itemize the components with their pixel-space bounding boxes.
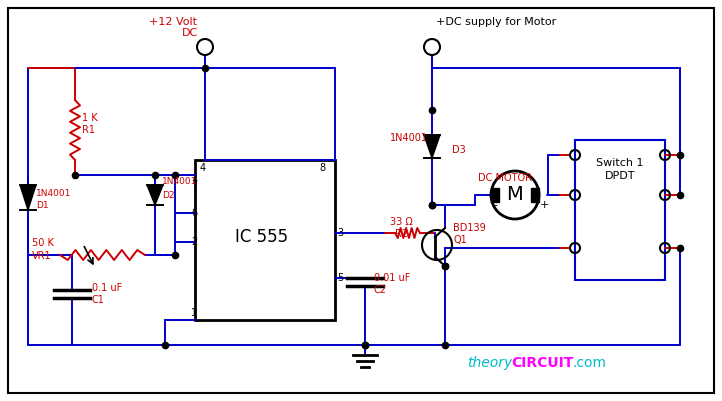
Text: DC: DC bbox=[182, 28, 198, 38]
Text: D1: D1 bbox=[36, 200, 48, 209]
Text: 7: 7 bbox=[191, 180, 197, 190]
Bar bbox=[575, 140, 665, 280]
Text: +DC supply for Motor: +DC supply for Motor bbox=[436, 17, 556, 27]
Polygon shape bbox=[20, 185, 36, 210]
Bar bbox=[491, 188, 499, 202]
Text: 1 K: 1 K bbox=[82, 113, 97, 123]
Text: 50 K: 50 K bbox=[32, 238, 54, 248]
Text: M: M bbox=[507, 186, 523, 205]
Text: Q1: Q1 bbox=[453, 235, 466, 245]
Text: Switch 1: Switch 1 bbox=[596, 158, 644, 168]
Text: 1N4001: 1N4001 bbox=[162, 178, 197, 186]
Text: 33 Ω: 33 Ω bbox=[390, 217, 413, 227]
Text: 0.01 uF: 0.01 uF bbox=[374, 273, 410, 283]
Text: C1: C1 bbox=[92, 295, 105, 305]
Text: theory: theory bbox=[467, 356, 512, 370]
Text: 6: 6 bbox=[191, 208, 197, 218]
Text: R2: R2 bbox=[395, 229, 408, 239]
Text: 2: 2 bbox=[191, 237, 197, 247]
Text: C2: C2 bbox=[374, 285, 387, 295]
Text: 5: 5 bbox=[337, 273, 343, 283]
Text: CIRCUIT: CIRCUIT bbox=[511, 356, 573, 370]
Text: IC 555: IC 555 bbox=[235, 228, 288, 246]
Text: .com: .com bbox=[572, 356, 606, 370]
Text: +12 Volt: +12 Volt bbox=[149, 17, 197, 27]
Text: 4: 4 bbox=[200, 163, 206, 173]
Text: DPDT: DPDT bbox=[605, 171, 635, 181]
Polygon shape bbox=[147, 185, 163, 205]
Text: R1: R1 bbox=[82, 125, 95, 135]
Bar bbox=[195, 160, 335, 320]
Polygon shape bbox=[424, 135, 440, 158]
Text: DC MOTOR: DC MOTOR bbox=[478, 173, 532, 183]
Bar bbox=[531, 188, 539, 202]
Text: 1N4001: 1N4001 bbox=[36, 188, 71, 198]
Text: D3: D3 bbox=[452, 145, 466, 155]
Text: 8: 8 bbox=[319, 163, 325, 173]
Text: 1N4001: 1N4001 bbox=[390, 133, 428, 143]
Text: -: - bbox=[493, 200, 497, 210]
Text: VR1: VR1 bbox=[32, 251, 52, 261]
Text: +: + bbox=[539, 200, 549, 210]
Text: 3: 3 bbox=[337, 228, 343, 238]
Text: D2: D2 bbox=[162, 190, 175, 200]
Text: 1: 1 bbox=[191, 308, 197, 318]
Text: 0.1 uF: 0.1 uF bbox=[92, 283, 122, 293]
Circle shape bbox=[491, 171, 539, 219]
Text: BD139: BD139 bbox=[453, 223, 486, 233]
